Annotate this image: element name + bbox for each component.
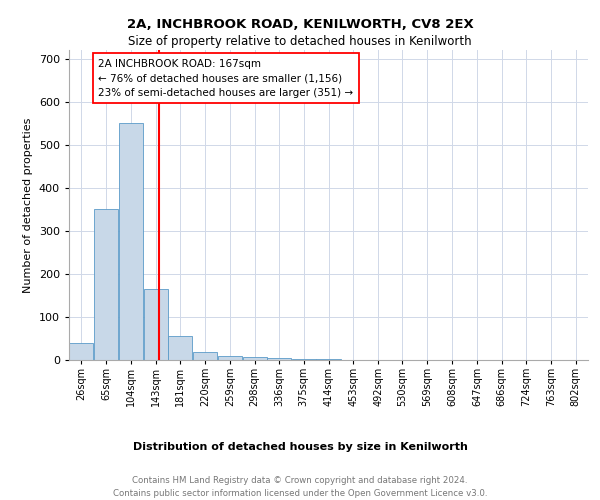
Text: 2A, INCHBROOK ROAD, KENILWORTH, CV8 2EX: 2A, INCHBROOK ROAD, KENILWORTH, CV8 2EX	[127, 18, 473, 30]
Text: Size of property relative to detached houses in Kenilworth: Size of property relative to detached ho…	[128, 35, 472, 48]
Bar	[119, 123, 143, 360]
Bar	[70, 343, 94, 360]
Bar	[218, 356, 242, 360]
Bar	[316, 359, 341, 360]
Bar	[292, 358, 316, 360]
Bar	[144, 289, 168, 360]
Bar	[168, 336, 192, 360]
Bar	[193, 352, 217, 360]
Text: Distribution of detached houses by size in Kenilworth: Distribution of detached houses by size …	[133, 442, 467, 452]
Bar	[94, 210, 118, 360]
Bar	[267, 358, 291, 360]
Bar	[242, 358, 266, 360]
Text: 2A INCHBROOK ROAD: 167sqm
← 76% of detached houses are smaller (1,156)
23% of se: 2A INCHBROOK ROAD: 167sqm ← 76% of detac…	[98, 58, 353, 98]
Y-axis label: Number of detached properties: Number of detached properties	[23, 118, 33, 292]
Text: Contains HM Land Registry data © Crown copyright and database right 2024.
Contai: Contains HM Land Registry data © Crown c…	[113, 476, 487, 498]
